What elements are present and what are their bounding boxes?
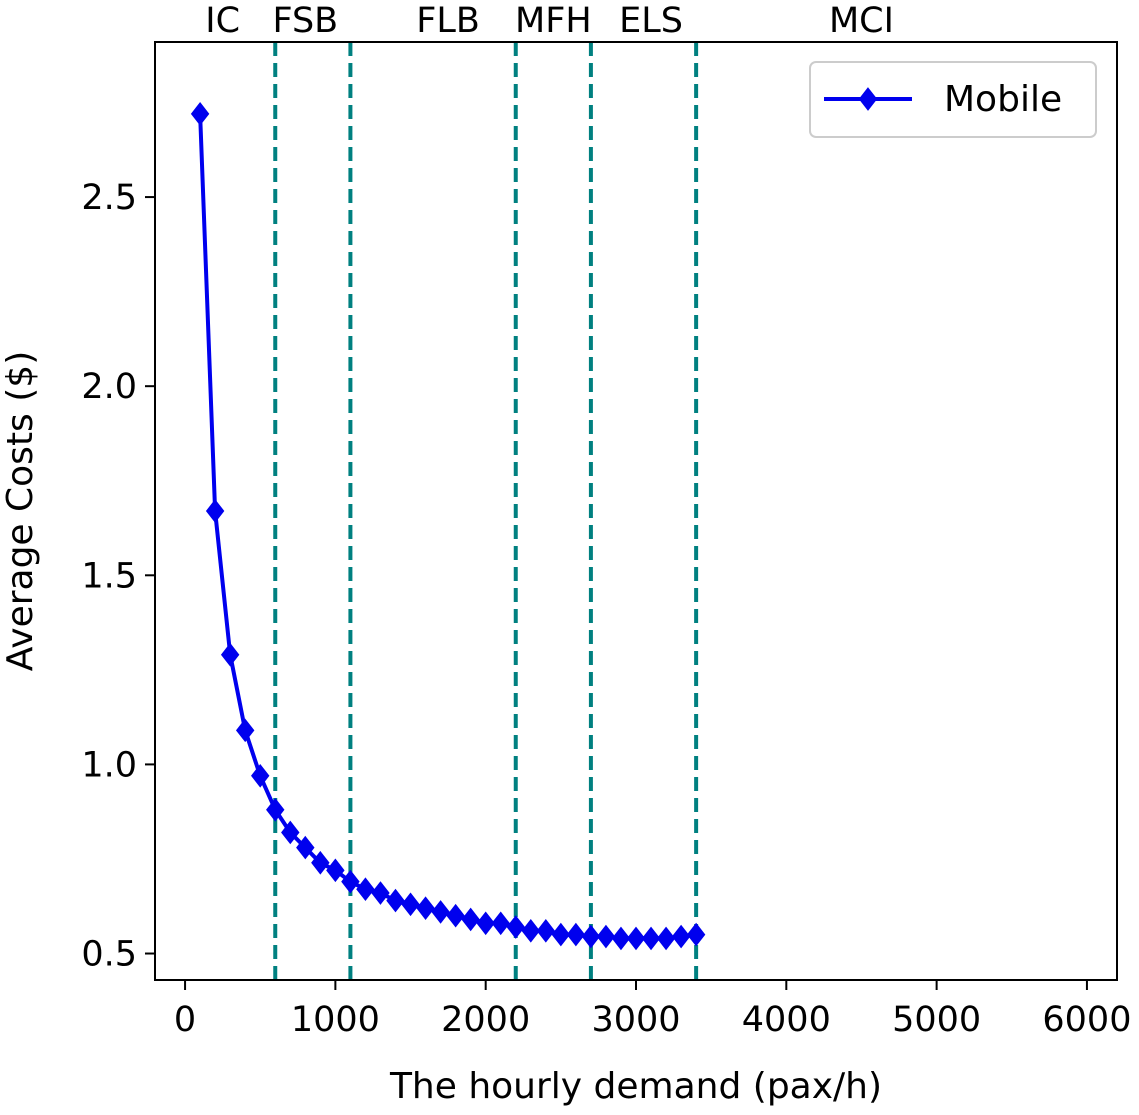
region-label: FSB bbox=[272, 1, 338, 41]
data-point bbox=[641, 926, 661, 951]
series-layer bbox=[190, 102, 706, 951]
plot-area bbox=[155, 42, 1117, 980]
x-tick-label: 0 bbox=[174, 1000, 196, 1040]
data-point bbox=[476, 911, 495, 936]
data-point bbox=[446, 903, 465, 928]
data-point bbox=[551, 922, 571, 947]
data-point bbox=[566, 922, 586, 947]
legend-marker-mobile bbox=[858, 87, 878, 111]
y-tick-label: 1.0 bbox=[81, 745, 137, 785]
data-point bbox=[235, 718, 255, 743]
x-tick-label: 1000 bbox=[291, 1000, 380, 1040]
y-tick-label: 2.0 bbox=[81, 367, 137, 407]
x-tick-label: 5000 bbox=[892, 1000, 981, 1040]
x-tick-label: 6000 bbox=[1042, 1000, 1131, 1040]
y-tick-label: 2.5 bbox=[81, 178, 137, 218]
data-point bbox=[431, 900, 450, 924]
data-point bbox=[416, 896, 435, 920]
data-point bbox=[671, 924, 691, 949]
region-label: MFH bbox=[515, 1, 592, 41]
data-point bbox=[296, 835, 315, 860]
data-point bbox=[205, 499, 225, 523]
y-ticks-layer: 0.5 1.0 1.5 2.0 2.5 bbox=[81, 178, 155, 975]
data-point bbox=[686, 922, 706, 947]
y-tick-label: 1.5 bbox=[81, 556, 137, 596]
data-point bbox=[401, 892, 420, 917]
data-point bbox=[220, 642, 240, 667]
data-point bbox=[371, 881, 390, 905]
y-axis-label: Average Costs ($) bbox=[0, 351, 41, 672]
region-label: MCI bbox=[829, 1, 894, 41]
data-point bbox=[596, 924, 616, 949]
legend: Mobile bbox=[809, 61, 1097, 138]
data-point bbox=[311, 850, 330, 875]
data-point bbox=[536, 919, 556, 943]
data-point bbox=[341, 869, 360, 894]
data-point bbox=[491, 911, 510, 936]
data-point bbox=[356, 877, 375, 902]
legend-label-mobile: Mobile bbox=[944, 79, 1062, 120]
data-point bbox=[326, 858, 345, 883]
region-label: FLB bbox=[416, 1, 480, 41]
x-ticks-layer: 0 1000 2000 3000 4000 5000 6000 bbox=[174, 980, 1131, 1040]
x-tick-label: 3000 bbox=[591, 1000, 680, 1040]
data-point bbox=[626, 926, 646, 951]
data-point bbox=[190, 102, 210, 126]
x-tick-label: 4000 bbox=[742, 1000, 831, 1040]
data-point bbox=[506, 915, 525, 939]
data-point bbox=[266, 797, 285, 822]
legend-box bbox=[809, 61, 1097, 138]
data-point bbox=[611, 926, 631, 951]
data-point bbox=[386, 888, 405, 913]
region-label: IC bbox=[205, 1, 240, 41]
data-point bbox=[281, 820, 300, 845]
data-point bbox=[251, 763, 270, 788]
data-point bbox=[461, 907, 480, 932]
data-point bbox=[521, 919, 540, 943]
data-point bbox=[581, 924, 601, 949]
region-labels-layer: IC FSB FLB MFH ELS MCI bbox=[205, 1, 894, 41]
vertical-lines-layer bbox=[273, 42, 699, 980]
data-point bbox=[656, 926, 676, 951]
region-label: ELS bbox=[619, 1, 683, 41]
y-tick-label: 0.5 bbox=[81, 935, 137, 975]
x-axis-label: The hourly demand (pax/h) bbox=[389, 1066, 882, 1107]
x-tick-label: 2000 bbox=[441, 1000, 530, 1040]
